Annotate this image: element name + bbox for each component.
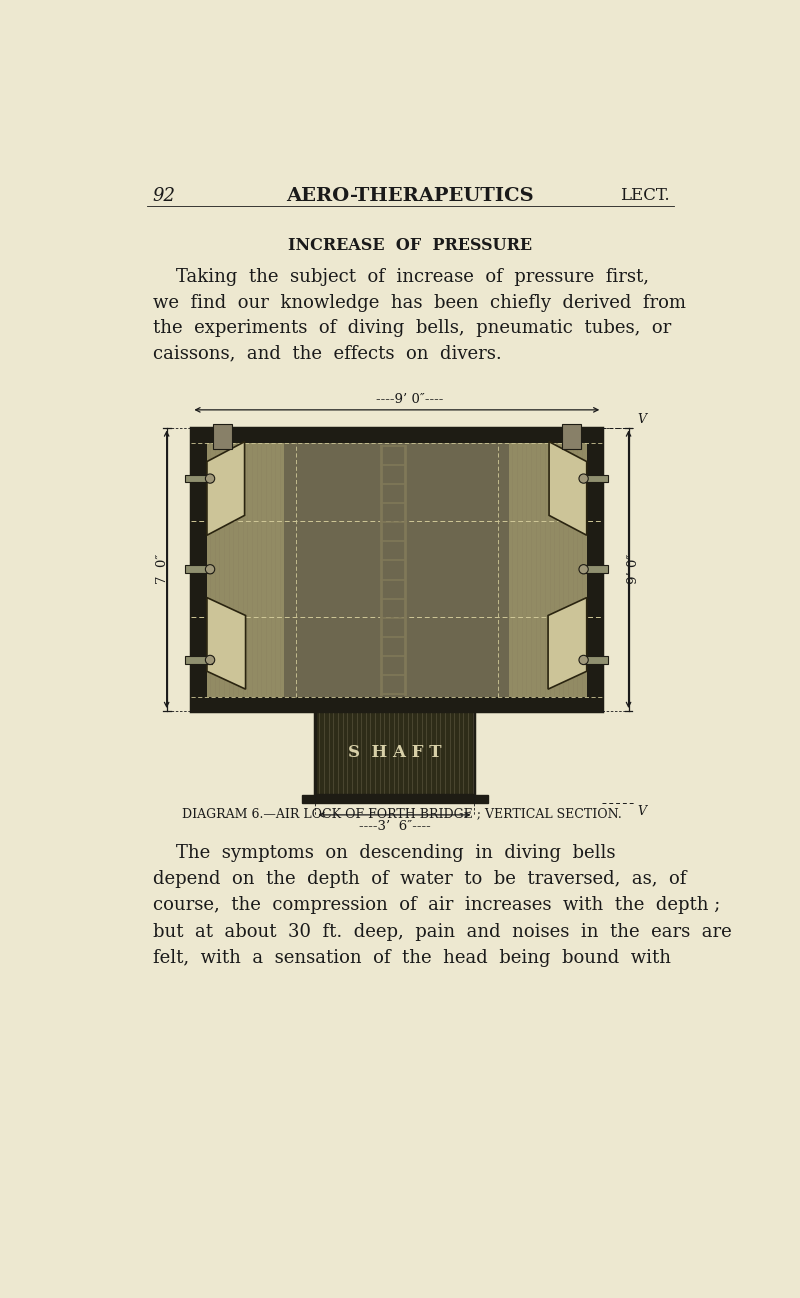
Text: DIAGRAM 6.—AIR LOCK OF FORTH BRIDGE ; VERTICAL SECTION.: DIAGRAM 6.—AIR LOCK OF FORTH BRIDGE ; VE… <box>182 807 622 820</box>
Text: depend  on  the  depth  of  water  to  be  traversed,  as,  of: depend on the depth of water to be trave… <box>153 871 686 888</box>
Bar <box>302 706 487 711</box>
Polygon shape <box>549 441 586 535</box>
Text: we  find  our  knowledge  has  been  chiefly  derived  from: we find our knowledge has been chiefly d… <box>153 293 686 312</box>
Bar <box>207 443 285 697</box>
Bar <box>285 443 510 697</box>
Bar <box>582 566 608 574</box>
Text: Taking  the  subject  of  increase  of  pressure  first,: Taking the subject of increase of pressu… <box>153 269 649 286</box>
Bar <box>191 697 602 711</box>
Text: V: V <box>638 805 647 818</box>
Text: ----9’ 0″----: ----9’ 0″---- <box>376 393 444 406</box>
Bar <box>191 427 602 711</box>
Circle shape <box>579 474 588 483</box>
Polygon shape <box>207 597 246 689</box>
Text: ----3’  6″----: ----3’ 6″---- <box>358 819 430 832</box>
Bar <box>302 794 487 803</box>
Circle shape <box>206 565 214 574</box>
Bar <box>582 475 608 483</box>
Bar <box>186 566 211 574</box>
Bar <box>191 427 207 711</box>
Circle shape <box>206 655 214 665</box>
Text: The  symptoms  on  descending  in  diving  bells: The symptoms on descending in diving bel… <box>153 844 615 862</box>
Text: the  experiments  of  diving  bells,  pneumatic  tubes,  or: the experiments of diving bells, pneumat… <box>153 319 671 337</box>
Bar <box>191 427 602 711</box>
Text: INCREASE  OF  PRESSURE: INCREASE OF PRESSURE <box>288 238 532 254</box>
Bar <box>509 443 586 697</box>
Text: S  H A F T: S H A F T <box>348 744 442 762</box>
Text: AERO-THERAPEUTICS: AERO-THERAPEUTICS <box>286 187 534 205</box>
Circle shape <box>579 565 588 574</box>
Text: felt,  with  a  sensation  of  the  head  being  bound  with: felt, with a sensation of the head being… <box>153 949 670 967</box>
Polygon shape <box>548 597 586 689</box>
Bar <box>191 427 602 443</box>
Text: 92: 92 <box>153 187 176 205</box>
Text: caissons,  and  the  effects  on  divers.: caissons, and the effects on divers. <box>153 344 502 362</box>
Bar <box>315 711 474 794</box>
Bar <box>186 655 211 663</box>
Text: 9’ 0″: 9’ 0″ <box>627 554 641 584</box>
Circle shape <box>206 474 214 483</box>
Bar <box>586 427 602 711</box>
Circle shape <box>579 655 588 665</box>
Text: LECT.: LECT. <box>620 187 670 204</box>
Text: 7  0″: 7 0″ <box>155 554 169 584</box>
Text: but  at  about  30  ft.  deep,  pain  and  noises  in  the  ears  are: but at about 30 ft. deep, pain and noise… <box>153 923 731 941</box>
Bar <box>186 475 211 483</box>
Bar <box>562 424 581 449</box>
Bar <box>582 655 608 663</box>
Text: course,  the  compression  of  air  increases  with  the  depth ;: course, the compression of air increases… <box>153 897 720 915</box>
Text: V: V <box>638 413 647 426</box>
Polygon shape <box>207 441 245 535</box>
Bar <box>213 424 232 449</box>
